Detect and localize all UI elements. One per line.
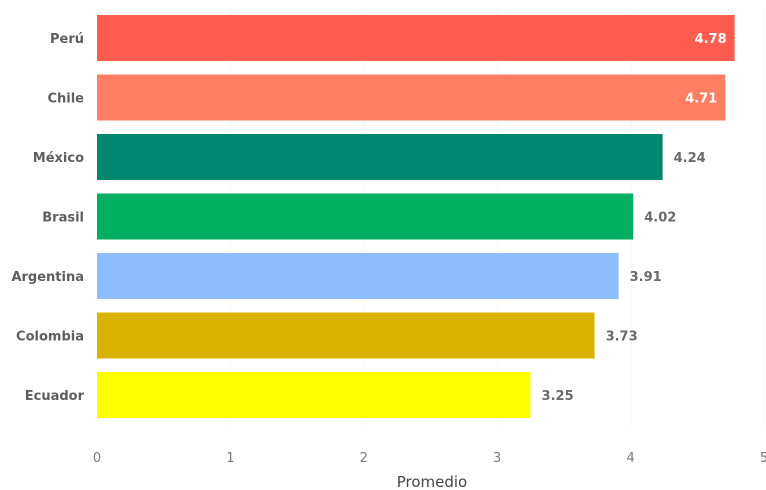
value-label: 4.78 <box>695 32 727 47</box>
bar <box>97 15 735 61</box>
x-axis-ticks: 0 1 2 3 4 5 <box>93 451 766 466</box>
bar <box>97 312 595 359</box>
x-tick-label: 4 <box>626 451 634 466</box>
category-label: Argentina <box>11 270 84 285</box>
bars <box>97 15 735 418</box>
bar <box>97 253 619 299</box>
x-tick-label: 5 <box>760 451 766 466</box>
x-tick-label: 3 <box>493 451 501 466</box>
category-label: Brasil <box>42 211 84 226</box>
category-label: Colombia <box>16 330 84 345</box>
value-label: 3.91 <box>630 270 662 285</box>
bar <box>97 372 531 418</box>
category-label: Ecuador <box>25 389 85 404</box>
value-labels: 4.78 4.71 4.24 4.02 3.91 3.73 3.25 <box>542 32 727 404</box>
value-label: 3.73 <box>606 330 638 345</box>
bar <box>97 193 634 240</box>
x-axis-title: Promedio <box>397 473 468 490</box>
value-label: 4.71 <box>685 92 717 107</box>
category-label: México <box>33 151 84 166</box>
category-label: Chile <box>47 92 84 107</box>
category-labels: Perú Chile México Brasil Argentina Colombia Ec… <box>11 32 84 404</box>
x-tick-label: 1 <box>226 451 234 466</box>
x-tick-label: 0 <box>93 451 101 466</box>
category-label: Perú <box>50 32 84 47</box>
bar <box>97 134 663 180</box>
bar <box>97 74 726 121</box>
x-tick-label: 2 <box>360 451 368 466</box>
value-label: 3.25 <box>542 389 574 404</box>
value-label: 4.02 <box>644 211 676 226</box>
value-label: 4.24 <box>674 151 706 166</box>
